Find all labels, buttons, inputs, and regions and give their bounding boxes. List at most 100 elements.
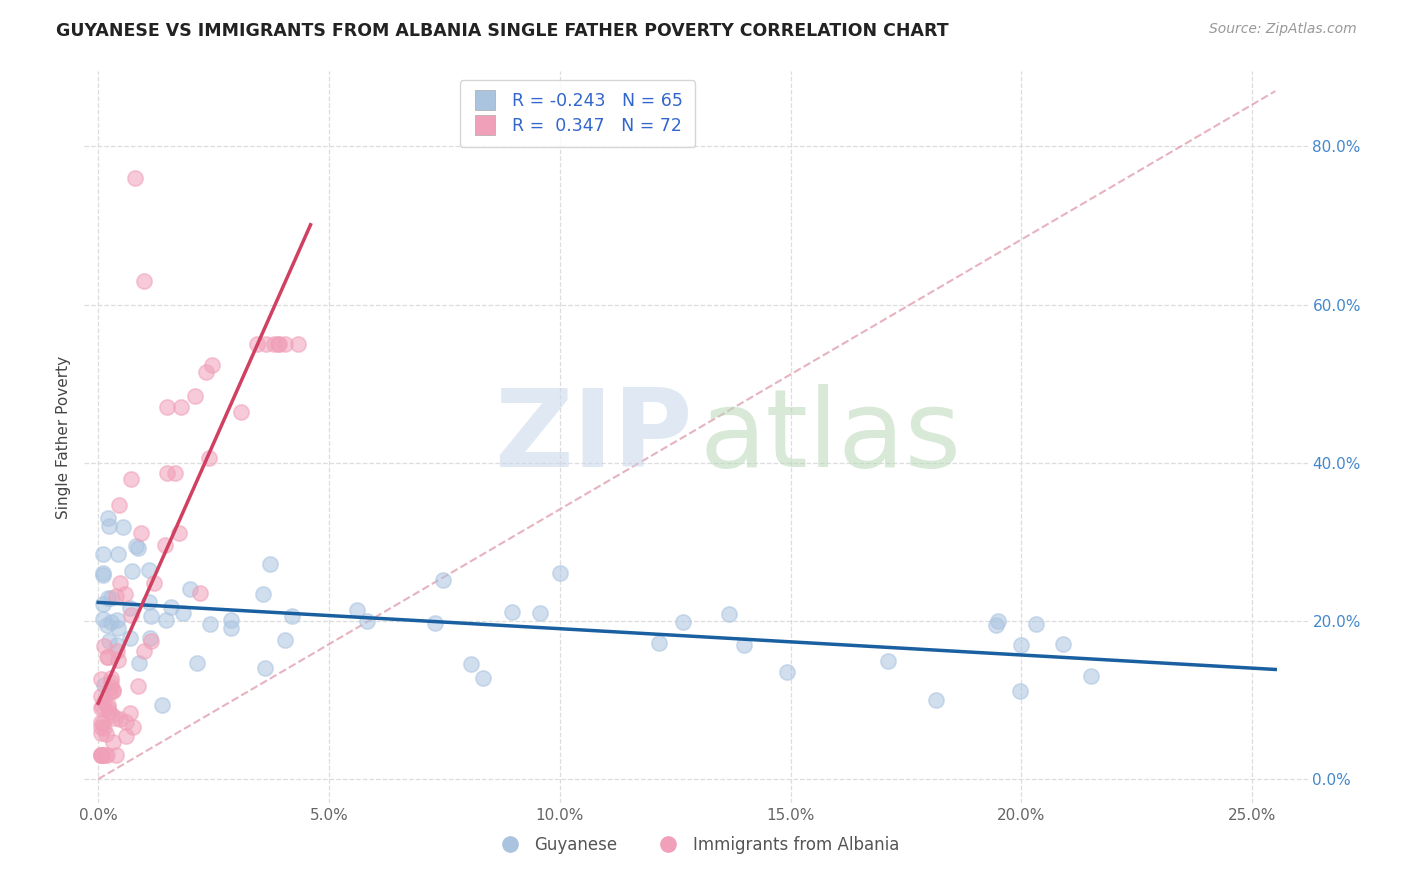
Point: [184, 388, 207, 402]
Point: [96, 748, 118, 763]
Point: [127, 679, 149, 693]
Point: [91, 716, 114, 731]
Point: [423, 615, 446, 630]
Point: [201, 359, 224, 373]
Point: [219, 613, 242, 627]
Point: [89, 672, 111, 686]
Y-axis label: Single Father Poverty: Single Father Poverty: [56, 356, 72, 518]
Point: [155, 613, 177, 627]
Point: [96, 649, 118, 664]
Point: [254, 337, 277, 351]
Point: [100, 671, 122, 685]
Point: [160, 600, 183, 615]
Point: [163, 466, 186, 480]
Point: [156, 401, 179, 415]
Point: [134, 274, 156, 288]
Point: [198, 450, 221, 465]
Point: [219, 621, 242, 635]
Point: [124, 171, 146, 186]
Point: [172, 607, 194, 621]
Point: [105, 613, 128, 627]
Point: [91, 748, 114, 763]
Point: [138, 595, 160, 609]
Point: [156, 466, 179, 480]
Point: [89, 748, 111, 763]
Point: [1025, 616, 1047, 631]
Point: [93, 639, 115, 653]
Point: [259, 557, 281, 571]
Point: [105, 638, 128, 652]
Point: [89, 715, 111, 730]
Point: [103, 684, 125, 698]
Point: [263, 337, 285, 351]
Point: [647, 636, 669, 650]
Point: [460, 657, 482, 671]
Point: [93, 678, 115, 692]
Point: [179, 582, 201, 597]
Point: [96, 727, 118, 741]
Point: [127, 541, 149, 555]
Point: [91, 698, 114, 713]
Point: [91, 547, 114, 561]
Point: [253, 661, 276, 675]
Point: [188, 586, 211, 600]
Point: [150, 698, 173, 712]
Point: [139, 634, 162, 648]
Point: [194, 365, 217, 379]
Point: [100, 615, 122, 630]
Point: [252, 587, 274, 601]
Point: [89, 725, 111, 739]
Point: [98, 685, 121, 699]
Point: [548, 566, 571, 581]
Point: [93, 695, 115, 709]
Point: [132, 643, 155, 657]
Point: [107, 547, 129, 561]
Point: [114, 587, 136, 601]
Point: [281, 609, 304, 624]
Point: [103, 711, 125, 725]
Point: [120, 608, 142, 623]
Point: [97, 510, 120, 524]
Point: [287, 337, 309, 351]
Point: [129, 526, 152, 541]
Point: [501, 605, 523, 619]
Point: [717, 607, 740, 622]
Point: [356, 614, 378, 628]
Point: [97, 519, 120, 533]
Point: [432, 573, 454, 587]
Point: [274, 633, 297, 648]
Point: [89, 748, 111, 763]
Point: [89, 701, 111, 715]
Point: [115, 729, 138, 743]
Point: [98, 633, 121, 648]
Point: [139, 631, 162, 645]
Point: [925, 692, 948, 706]
Point: [97, 701, 120, 715]
Point: [529, 606, 551, 620]
Point: [120, 472, 142, 486]
Point: [198, 617, 221, 632]
Point: [89, 720, 111, 734]
Text: atlas: atlas: [700, 384, 962, 490]
Point: [472, 671, 495, 685]
Point: [105, 644, 128, 658]
Point: [269, 337, 291, 351]
Point: [107, 621, 129, 635]
Point: [1010, 684, 1032, 698]
Point: [101, 707, 124, 722]
Text: GUYANESE VS IMMIGRANTS FROM ALBANIA SINGLE FATHER POVERTY CORRELATION CHART: GUYANESE VS IMMIGRANTS FROM ALBANIA SING…: [56, 22, 949, 40]
Point: [97, 591, 120, 605]
Point: [186, 657, 208, 671]
Text: ZIP: ZIP: [494, 384, 692, 490]
Point: [108, 575, 131, 590]
Point: [97, 698, 120, 713]
Point: [877, 654, 900, 668]
Point: [672, 615, 695, 630]
Point: [246, 337, 269, 351]
Point: [91, 566, 114, 580]
Point: [115, 714, 138, 729]
Point: [274, 337, 297, 351]
Point: [984, 618, 1007, 632]
Point: [346, 603, 368, 617]
Point: [107, 653, 129, 667]
